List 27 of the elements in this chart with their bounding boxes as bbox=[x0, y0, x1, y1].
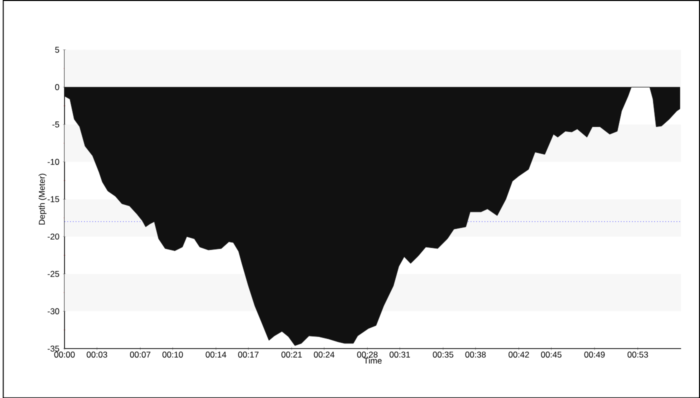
y-tick-label: -35 bbox=[48, 345, 60, 352]
y-tick-label: -15 bbox=[48, 196, 60, 202]
x-axis-title: Time bbox=[364, 357, 382, 364]
x-tick-label: 00:35 bbox=[432, 351, 454, 358]
y-tick-label: 0 bbox=[55, 84, 60, 90]
y-tick-label: -25 bbox=[48, 270, 60, 277]
x-tick-label: 00:31 bbox=[390, 351, 410, 358]
y-axis-title: Depth (Meter) bbox=[38, 174, 46, 224]
x-tick-label: 00:42 bbox=[508, 351, 529, 358]
x-tick-label: 00:49 bbox=[584, 351, 605, 358]
y-tick-label: -30 bbox=[48, 308, 60, 314]
x-tick-label: 00:03 bbox=[86, 351, 108, 358]
x-tick-label: 00:17 bbox=[238, 351, 259, 358]
y-tick-label: -20 bbox=[48, 233, 60, 240]
x-tick-label: 00:45 bbox=[541, 351, 562, 358]
x-tick-label: 00:14 bbox=[206, 351, 226, 358]
y-tick-label: 5 bbox=[55, 46, 60, 53]
x-tick-label: 00:21 bbox=[281, 351, 302, 358]
x-tick-label: 00:10 bbox=[162, 351, 183, 358]
x-tick-label: 00:38 bbox=[465, 351, 486, 358]
x-tick-label: 00:53 bbox=[628, 351, 648, 358]
x-tick-label: 00:07 bbox=[130, 351, 150, 358]
y-tick-label: -5 bbox=[52, 121, 60, 128]
x-tick-label: 00:28 bbox=[357, 351, 378, 358]
x-tick-label: 00:24 bbox=[314, 351, 334, 358]
x-tick-label: 00:00 bbox=[54, 351, 75, 358]
y-tick-label: -10 bbox=[48, 158, 60, 165]
